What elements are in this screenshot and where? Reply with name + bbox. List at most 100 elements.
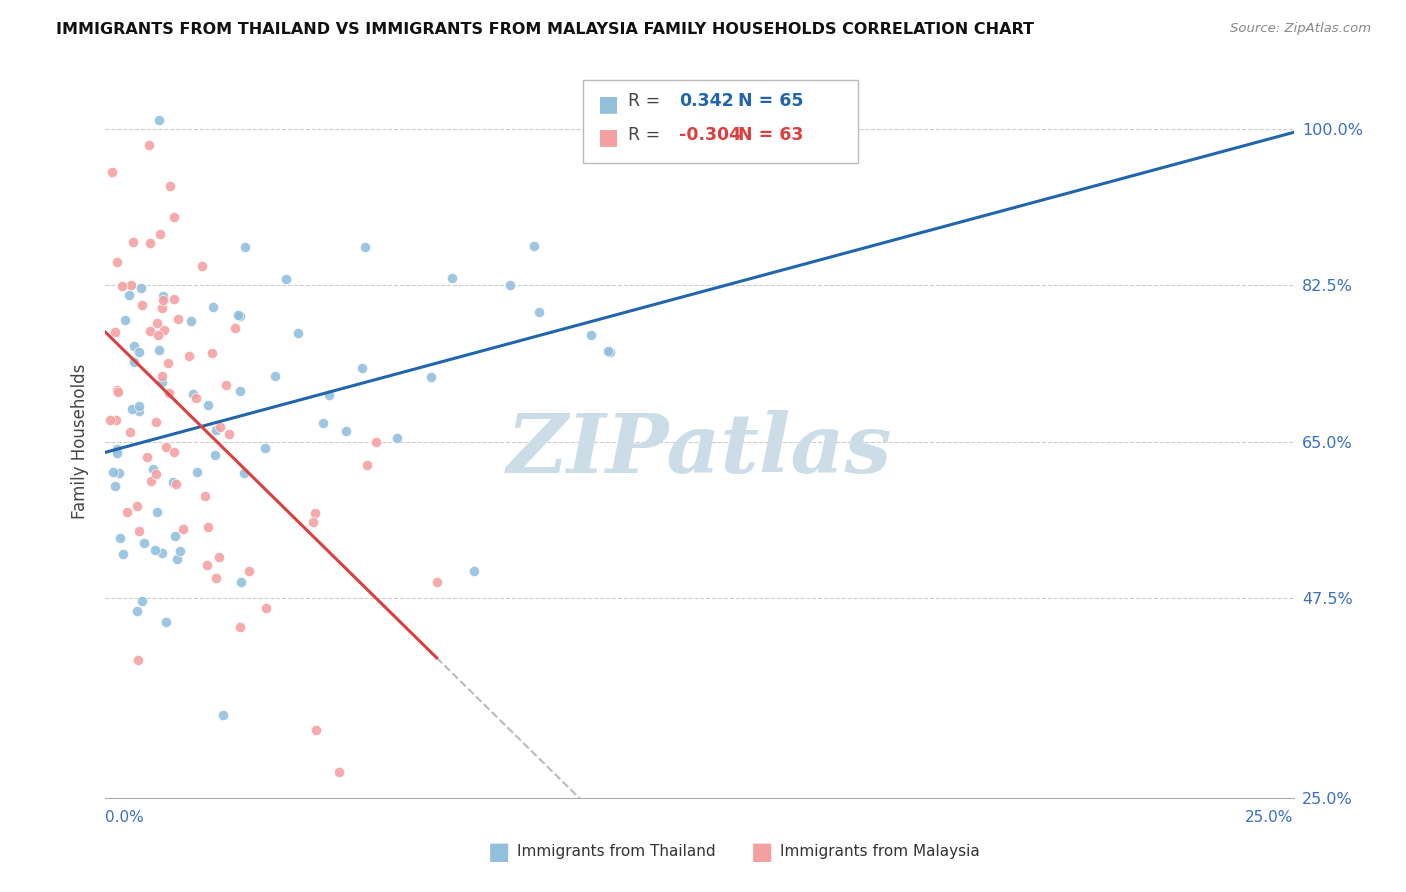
- Point: [463, 564, 485, 578]
- Point: [105, 442, 128, 456]
- Point: [599, 344, 621, 359]
- Point: [162, 445, 184, 459]
- Text: 25.0%: 25.0%: [1246, 810, 1294, 825]
- Point: [127, 652, 149, 666]
- Text: Immigrants from Malaysia: Immigrants from Malaysia: [780, 845, 980, 859]
- Point: [107, 467, 129, 481]
- Point: [172, 522, 194, 536]
- Point: [115, 505, 138, 519]
- Text: ■: ■: [598, 94, 619, 113]
- Text: IMMIGRANTS FROM THAILAND VS IMMIGRANTS FROM MALAYSIA FAMILY HOUSEHOLDS CORRELATI: IMMIGRANTS FROM THAILAND VS IMMIGRANTS F…: [56, 22, 1035, 37]
- Point: [366, 434, 388, 449]
- Text: ZIPatlas: ZIPatlas: [506, 410, 893, 491]
- Point: [150, 375, 173, 389]
- Point: [141, 475, 163, 489]
- Point: [201, 346, 224, 360]
- Point: [148, 227, 170, 242]
- Point: [143, 543, 166, 558]
- Point: [579, 328, 602, 343]
- Point: [146, 316, 169, 330]
- Text: R =: R =: [628, 92, 661, 110]
- Text: 0.342: 0.342: [679, 92, 734, 110]
- Point: [328, 764, 350, 779]
- Point: [233, 240, 256, 254]
- Point: [228, 620, 250, 634]
- Point: [155, 615, 177, 630]
- Point: [125, 604, 148, 618]
- Point: [181, 386, 204, 401]
- Point: [129, 280, 152, 294]
- Point: [118, 425, 141, 440]
- Point: [145, 416, 167, 430]
- Point: [197, 558, 219, 573]
- Point: [335, 424, 357, 438]
- Point: [146, 328, 169, 343]
- Point: [162, 475, 184, 490]
- Point: [136, 450, 159, 464]
- Point: [104, 325, 127, 339]
- Point: [156, 355, 179, 369]
- Point: [131, 298, 153, 312]
- Point: [153, 323, 176, 337]
- Point: [231, 575, 253, 590]
- Point: [134, 535, 156, 549]
- Point: [111, 279, 134, 293]
- Point: [197, 398, 219, 412]
- Point: [163, 292, 186, 306]
- Point: [208, 550, 231, 565]
- Point: [124, 339, 146, 353]
- Y-axis label: Family Households: Family Households: [72, 364, 90, 519]
- Point: [354, 240, 377, 254]
- Point: [131, 594, 153, 608]
- Point: [146, 505, 169, 519]
- Point: [120, 277, 142, 292]
- Point: [148, 343, 170, 357]
- Point: [304, 506, 326, 520]
- Point: [226, 308, 249, 322]
- Point: [499, 278, 522, 293]
- Point: [224, 320, 246, 334]
- Point: [105, 413, 128, 427]
- Point: [169, 544, 191, 558]
- Point: [112, 547, 135, 561]
- Point: [204, 448, 226, 462]
- Text: Source: ZipAtlas.com: Source: ZipAtlas.com: [1230, 22, 1371, 36]
- Point: [121, 235, 143, 249]
- Point: [142, 462, 165, 476]
- Point: [124, 355, 146, 369]
- Point: [165, 476, 187, 491]
- Point: [107, 384, 129, 399]
- Point: [426, 574, 449, 589]
- Point: [385, 431, 408, 445]
- Point: [139, 235, 162, 250]
- Point: [209, 420, 232, 434]
- Point: [150, 546, 173, 560]
- Point: [118, 288, 141, 302]
- Text: -0.304: -0.304: [679, 126, 741, 144]
- Text: N = 63: N = 63: [738, 126, 803, 144]
- Point: [150, 301, 173, 315]
- Point: [177, 349, 200, 363]
- Point: [191, 259, 214, 273]
- Text: R =: R =: [628, 126, 661, 144]
- Point: [205, 571, 228, 585]
- Point: [101, 465, 124, 479]
- Text: N = 65: N = 65: [738, 92, 804, 110]
- Point: [145, 467, 167, 482]
- Point: [523, 239, 546, 253]
- Point: [162, 210, 184, 224]
- Point: [125, 500, 148, 514]
- Point: [128, 404, 150, 418]
- Point: [194, 489, 217, 503]
- Point: [165, 529, 187, 543]
- Point: [150, 369, 173, 384]
- Point: [254, 442, 277, 456]
- Point: [155, 440, 177, 454]
- Point: [186, 391, 208, 405]
- Point: [212, 707, 235, 722]
- Point: [128, 344, 150, 359]
- Point: [312, 416, 335, 430]
- Point: [152, 288, 174, 302]
- Point: [121, 401, 143, 416]
- Point: [128, 524, 150, 538]
